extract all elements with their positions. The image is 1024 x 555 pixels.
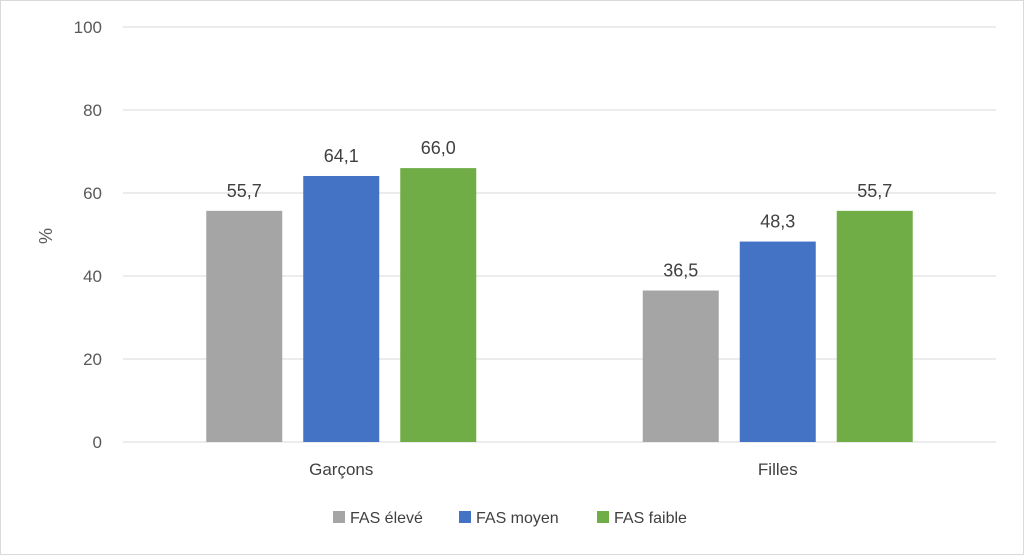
data-labels: 55,7 64,1 66,0 36,5 48,3 55,7 [227,138,893,280]
y-tick-label: 20 [83,350,102,369]
y-tick-label: 60 [83,184,102,203]
data-label: 48,3 [760,212,795,232]
bar [303,175,380,443]
legend-swatch [459,511,471,523]
legend: FAS élevé FAS moyen FAS faible [333,510,687,527]
bar [836,210,913,442]
y-tick-label: 100 [74,18,102,37]
data-label: 55,7 [857,181,892,201]
legend-swatch [333,511,345,523]
bar [642,290,719,442]
x-category-label: Filles [758,460,798,479]
legend-item-label: FAS faible [614,510,687,527]
legend-item-label: FAS moyen [476,510,559,527]
legend-item-label: FAS élevé [350,510,423,527]
y-tick-label: 40 [83,267,102,286]
y-tick-label: 80 [83,101,102,120]
x-axis-categories: Garçons Filles [309,460,797,479]
bar [739,241,816,442]
data-label: 36,5 [663,261,698,281]
y-tick-label: 0 [93,433,102,452]
x-category-label: Garçons [309,460,373,479]
data-label: 64,1 [324,146,359,166]
bars [206,168,913,443]
y-axis-title: % [36,228,56,244]
y-axis-ticks: 0 20 40 60 80 100 [74,18,102,452]
bar [206,210,283,442]
bar [400,168,477,442]
legend-swatch [597,511,609,523]
data-label: 66,0 [421,138,456,158]
data-label: 55,7 [227,181,262,201]
